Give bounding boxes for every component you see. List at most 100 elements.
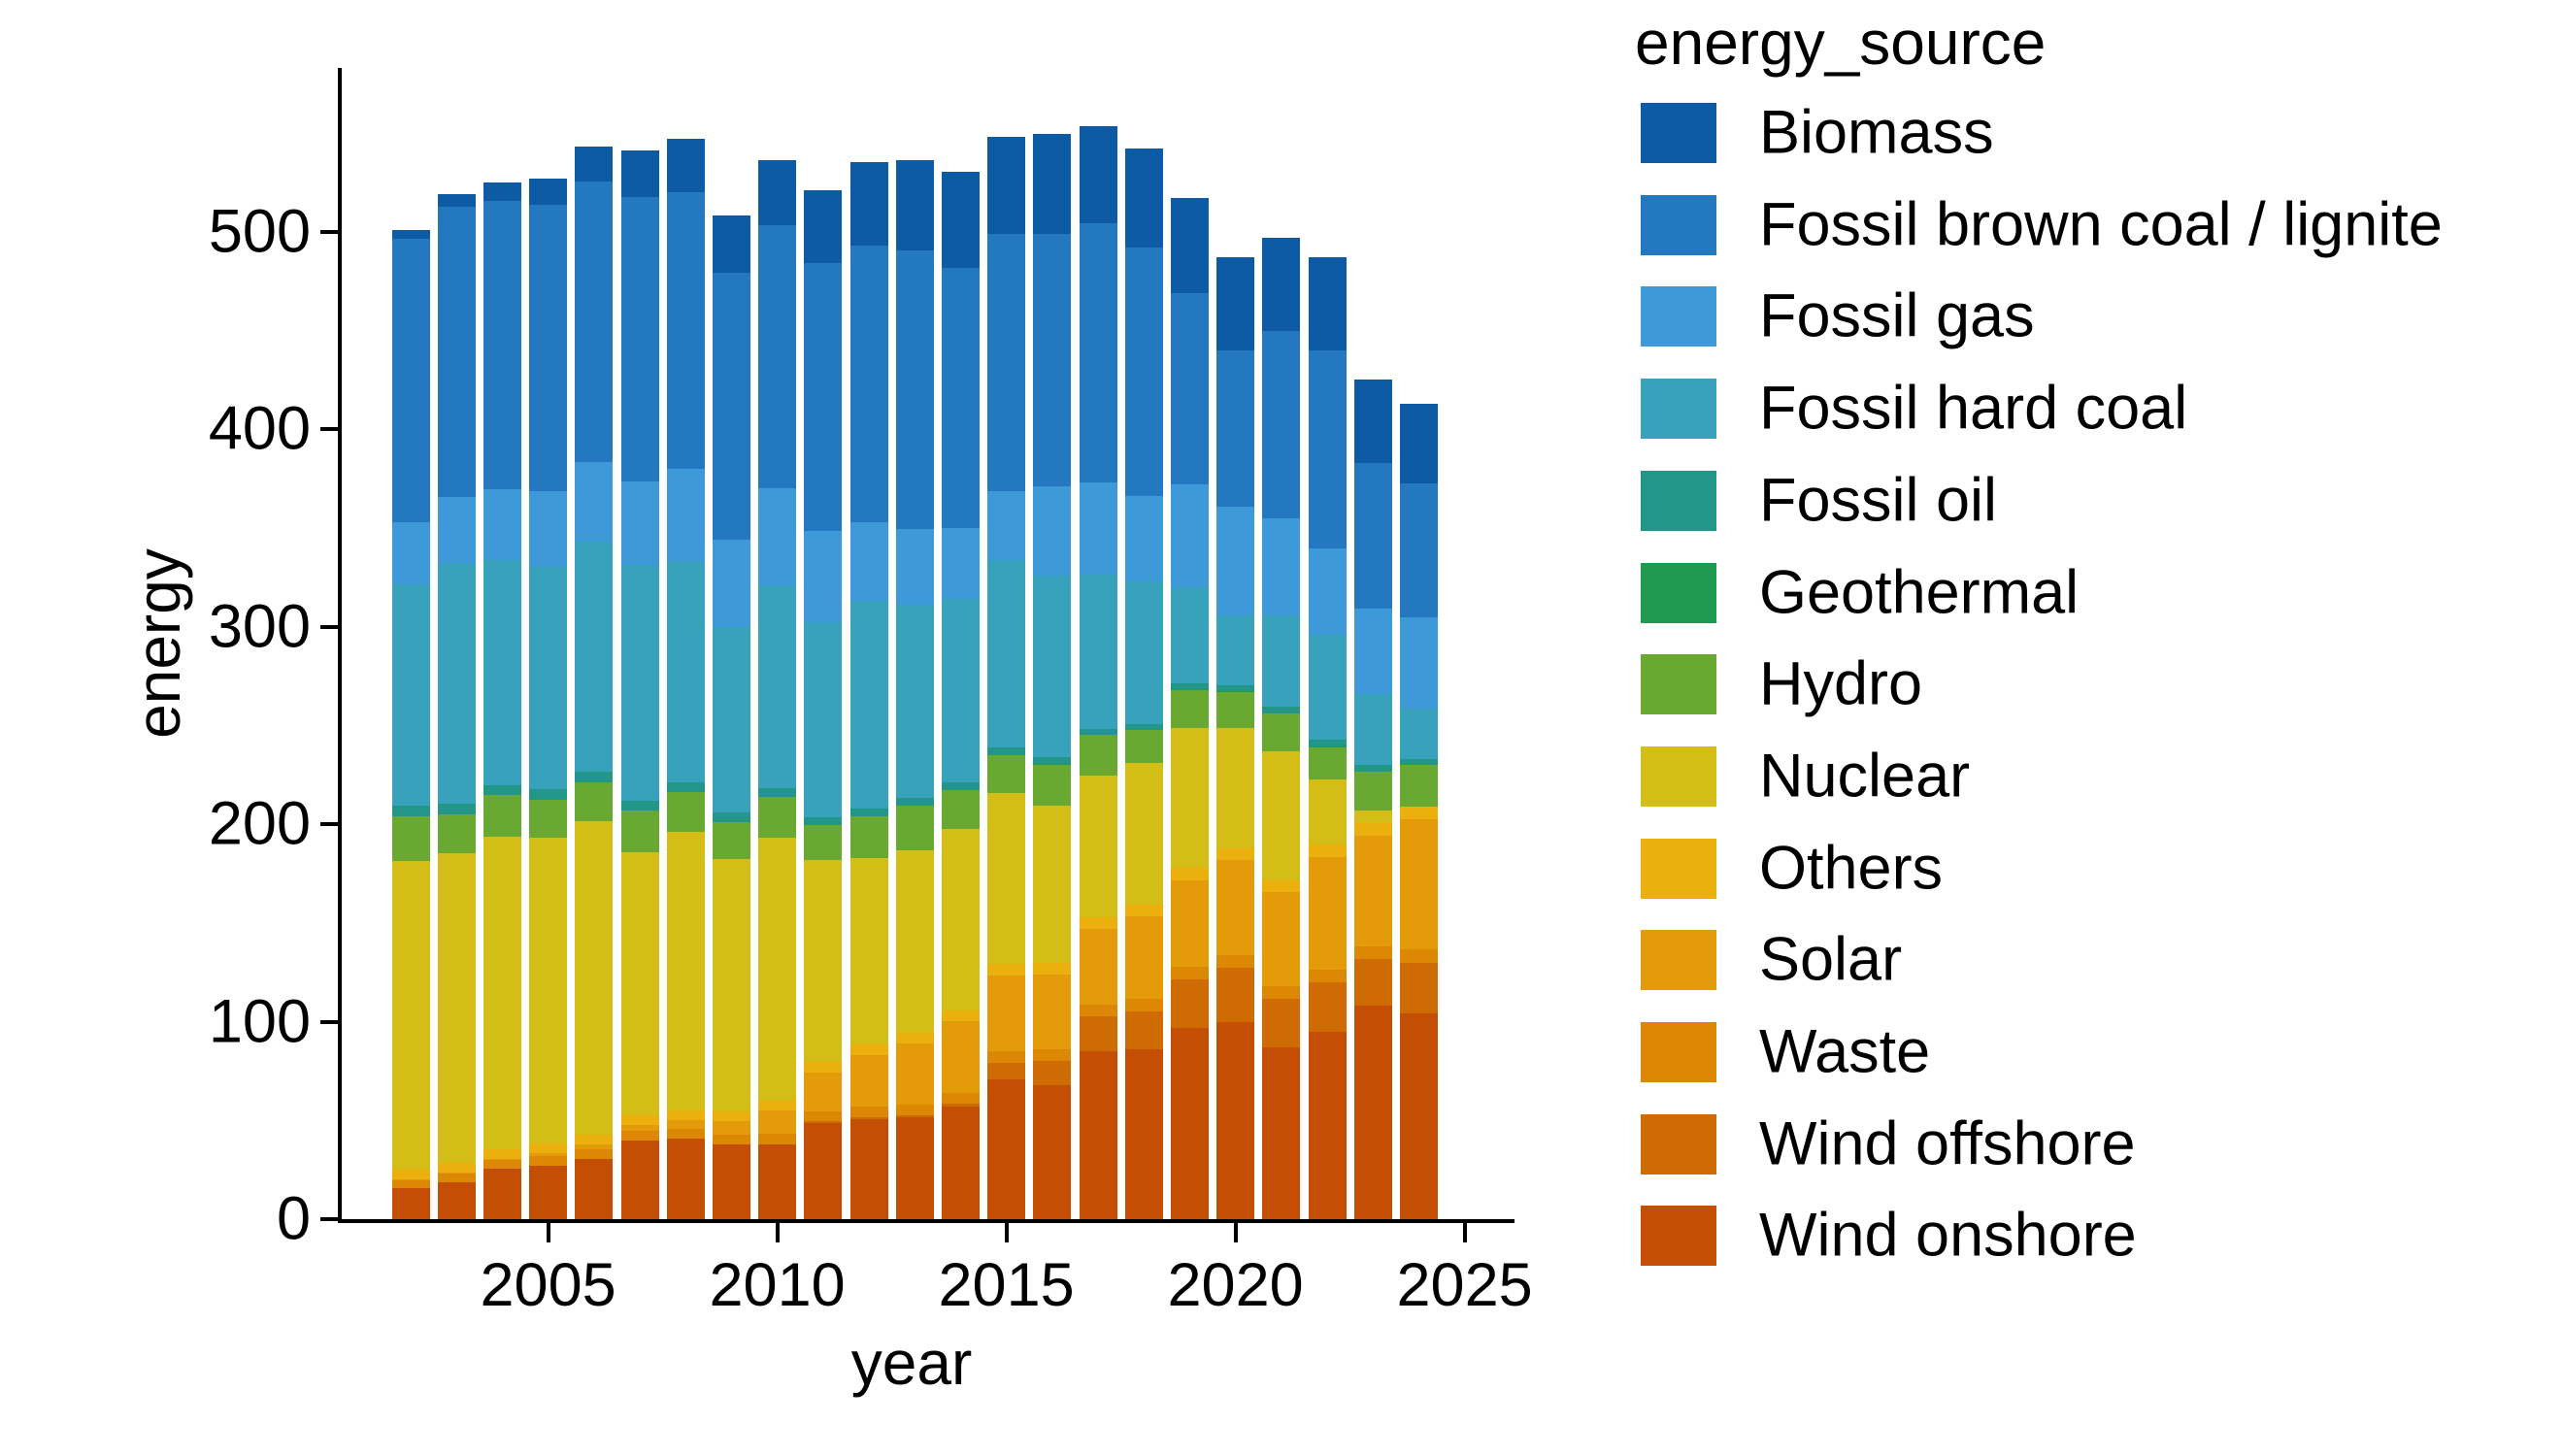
bar-segment-2011-nuclear [804, 859, 843, 1063]
legend-swatch-fossil-oil [1641, 470, 1716, 531]
bar-segment-2019-biomass [1170, 198, 1209, 293]
y-axis-title: energy [123, 548, 193, 739]
bar-2022 [1308, 257, 1347, 1219]
bar-segment-2002-others [391, 1170, 430, 1180]
bar-segment-2011-hydro [804, 824, 843, 860]
bar-segment-2015-biomass [987, 136, 1026, 235]
bar-segment-2016-fossil-brown-coal-lignite [1033, 233, 1072, 487]
bar-segment-2018-others [1124, 905, 1163, 917]
bar-segment-2006-solar [575, 1144, 614, 1149]
bar-segment-2002-nuclear [391, 861, 430, 1171]
bar-2006 [575, 147, 614, 1219]
y-tick-label-0: 0 [276, 1184, 311, 1253]
bar-segment-2021-biomass [1262, 237, 1301, 331]
bar-segment-2013-wind-offshore [895, 1114, 934, 1117]
bar-segment-2015-fossil-brown-coal-lignite [987, 234, 1026, 491]
bar-segment-2008-fossil-gas [666, 468, 705, 561]
bar-segment-2023-nuclear [1353, 810, 1392, 824]
bar-segment-2006-others [575, 1134, 614, 1145]
bar-segment-2005-waste [529, 1155, 568, 1166]
bar-segment-2017-fossil-hard-coal [1079, 575, 1117, 729]
bar-segment-2020-fossil-oil [1216, 685, 1255, 692]
x-tick-label-2025: 2025 [1396, 1251, 1533, 1319]
bar-segment-2009-wind-onshore [712, 1144, 750, 1219]
bar-segment-2009-waste [712, 1134, 750, 1145]
bar-segment-2002-fossil-hard-coal [391, 584, 430, 806]
bar-segment-2017-nuclear [1079, 775, 1117, 918]
bar-segment-2012-others [849, 1043, 888, 1055]
bar-segment-2015-wind-offshore [987, 1063, 1026, 1079]
bar-segment-2010-fossil-gas [758, 488, 797, 586]
bar-segment-2016-fossil-hard-coal [1033, 575, 1072, 757]
bar-2002 [391, 229, 430, 1219]
bar-segment-2014-others [941, 1010, 980, 1022]
bar-segment-2012-hydro [849, 816, 888, 859]
bar-segment-2022-fossil-brown-coal-lignite [1308, 350, 1347, 548]
bar-segment-2022-wind-onshore [1308, 1031, 1347, 1219]
bar-segment-2007-others [620, 1114, 659, 1125]
bar-segment-2021-fossil-hard-coal [1262, 614, 1301, 708]
bar-segment-2019-others [1170, 868, 1209, 880]
bar-segment-2019-waste [1170, 967, 1209, 979]
bar-segment-2003-wind-onshore [437, 1181, 476, 1219]
bar-segment-2002-wind-onshore [391, 1187, 430, 1219]
bar-segment-2014-fossil-gas [941, 528, 980, 600]
bar-segment-2007-fossil-oil [620, 801, 659, 811]
legend-label-waste: Waste [1759, 1017, 1931, 1086]
bar-segment-2003-solar [437, 1173, 476, 1174]
bar-segment-2011-solar [804, 1072, 843, 1111]
bar-2018 [1124, 149, 1163, 1219]
bar-segment-2011-wind-offshore [804, 1121, 843, 1123]
bar-segment-2005-fossil-oil [529, 788, 568, 800]
bar-segment-2023-fossil-oil [1353, 765, 1392, 772]
bar-segment-2018-biomass [1124, 149, 1163, 248]
bar-segment-2022-fossil-gas [1308, 547, 1347, 636]
bar-segment-2017-fossil-gas [1079, 481, 1117, 576]
y-tick-label-300: 300 [208, 592, 311, 660]
bar-segment-2014-biomass [941, 172, 980, 268]
bar-segment-2004-solar [483, 1159, 521, 1161]
bar-segment-2005-solar [529, 1153, 568, 1156]
legend-label-fossil-hard-coal: Fossil hard coal [1759, 374, 2188, 443]
bar-segment-2019-nuclear [1170, 727, 1209, 869]
legend-label-fossil-brown-coal-lignite: Fossil brown coal / lignite [1759, 190, 2443, 259]
bar-segment-2011-fossil-oil [804, 816, 843, 825]
bar-segment-2009-fossil-gas [712, 539, 750, 627]
bar-segment-2019-solar [1170, 879, 1209, 968]
bar-segment-2002-fossil-brown-coal-lignite [391, 239, 430, 522]
bar-segment-2020-nuclear [1216, 727, 1255, 848]
x-tick-2005 [546, 1223, 550, 1242]
bar-segment-2005-fossil-hard-coal [529, 567, 568, 789]
bar-segment-2013-nuclear [895, 850, 934, 1033]
bar-segment-2020-biomass [1216, 257, 1255, 350]
bar-segment-2003-fossil-gas [437, 496, 476, 564]
x-tick-label-2005: 2005 [480, 1251, 616, 1319]
bar-segment-2017-wind-onshore [1079, 1051, 1117, 1219]
bar-segment-2004-biomass [483, 182, 521, 201]
bar-segment-2008-biomass [666, 138, 705, 192]
legend-label-geothermal: Geothermal [1759, 558, 2080, 626]
bar-segment-2022-hydro [1308, 746, 1347, 780]
bar-segment-2022-nuclear [1308, 779, 1347, 845]
bar-segment-2020-wind-offshore [1216, 967, 1255, 1022]
legend-swatch-wind-onshore [1641, 1206, 1716, 1267]
bar-segment-2011-fossil-hard-coal [804, 622, 843, 817]
bar-segment-2021-others [1262, 879, 1301, 893]
bar-segment-2017-fossil-brown-coal-lignite [1079, 223, 1117, 482]
bar-segment-2009-biomass [712, 215, 750, 274]
bar-segment-2023-solar [1353, 836, 1392, 946]
bar-2005 [529, 178, 568, 1219]
bar-segment-2020-fossil-hard-coal [1216, 614, 1255, 685]
bar-segment-2004-fossil-oil [483, 784, 521, 796]
legend-label-others: Others [1759, 834, 1944, 903]
bar-2021 [1262, 237, 1301, 1219]
bar-segment-2007-fossil-gas [620, 480, 659, 566]
bar-segment-2004-nuclear [483, 836, 521, 1149]
bar-segment-2009-nuclear [712, 859, 750, 1112]
bar-segment-2003-fossil-brown-coal-lignite [437, 207, 476, 497]
bar-segment-2018-waste [1124, 999, 1163, 1011]
bar-segment-2006-wind-onshore [575, 1158, 614, 1219]
x-tick-2010 [775, 1223, 780, 1242]
bar-segment-2016-hydro [1033, 764, 1072, 806]
